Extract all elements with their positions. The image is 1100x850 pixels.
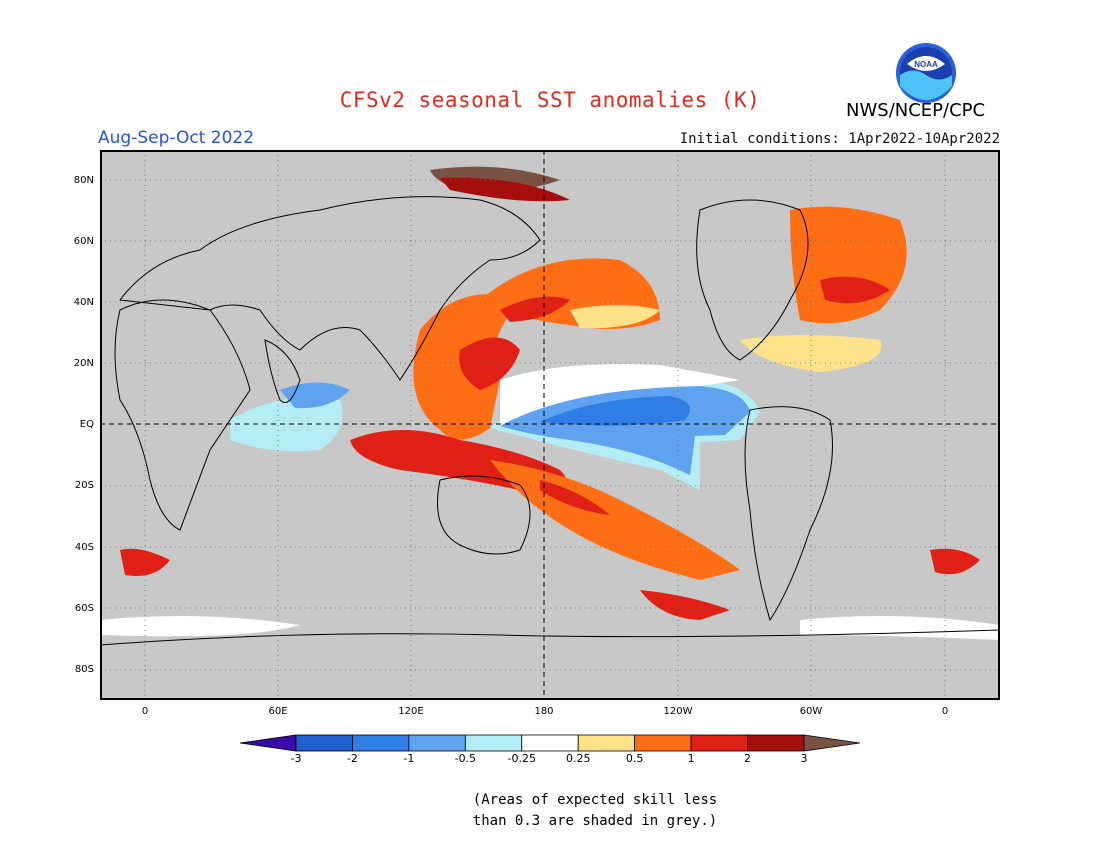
forecast-period: Aug-Sep-Oct 2022 xyxy=(98,128,255,148)
colorbar-segment xyxy=(747,734,805,752)
cold-anomaly-pacific-core xyxy=(540,396,690,426)
eurasia-outline xyxy=(119,196,541,381)
colorbar-tick-label: -3 xyxy=(290,752,302,765)
sst-anomaly-map xyxy=(100,150,1000,700)
skill-note: (Areas of expected skill less than 0.3 a… xyxy=(0,790,1100,832)
colorbar-segment xyxy=(408,734,466,752)
lat-label: EQ xyxy=(79,419,94,430)
skill-note-line: than 0.3 are shaded in grey.) xyxy=(472,813,718,829)
map-frame xyxy=(100,150,1000,700)
organization-label: NWS/NCEP/CPC xyxy=(846,100,986,121)
colorbar-tick-label: -0.25 xyxy=(507,752,536,765)
africa-outline xyxy=(114,299,251,531)
skill-note-line: (Areas of expected skill less xyxy=(472,792,718,808)
cold-anomaly-indian-outer xyxy=(230,397,343,452)
noaa-logo: NOAA xyxy=(896,43,956,103)
australia-outline xyxy=(437,475,531,555)
neutral-band-north xyxy=(500,364,740,426)
chart-title: CFSv2 seasonal SST anomalies (K) xyxy=(339,88,761,112)
lat-label: 60N xyxy=(73,236,94,247)
lon-label: 0 xyxy=(141,706,149,717)
colorbar-segment xyxy=(577,734,636,752)
india-outline xyxy=(264,339,301,403)
logo-text: NOAA xyxy=(914,60,938,69)
colorbar-tick-label: -0.5 xyxy=(454,752,477,765)
colorbar-tick-label: -2 xyxy=(346,752,358,765)
cold-anomaly-indian xyxy=(280,382,350,409)
colorbar-tick-label: 2 xyxy=(744,752,752,765)
lon-label: 60E xyxy=(268,706,288,717)
lon-label: 120E xyxy=(398,706,424,717)
lon-label: 180 xyxy=(534,706,554,717)
colorbar-segment xyxy=(803,734,860,752)
neutral-band-southern-ocean xyxy=(100,616,300,637)
lat-label: 80S xyxy=(74,664,94,675)
warm-anomaly-kuroshio xyxy=(500,296,570,322)
lon-label: 0 xyxy=(941,706,949,717)
colorbar-segment xyxy=(521,734,579,752)
colorbar-segment xyxy=(464,734,523,752)
colorbar-segment xyxy=(295,734,353,752)
colorbar-tick-label: 1 xyxy=(687,752,695,765)
initial-conditions: Initial conditions: 1Apr2022-10Apr2022 xyxy=(679,131,1000,147)
south-america-outline xyxy=(744,406,833,622)
colorbar-tick-label: -1 xyxy=(403,752,415,765)
colorbar xyxy=(240,734,860,752)
colorbar-segment xyxy=(240,734,297,752)
colorbar-tick-label: 3 xyxy=(800,752,808,765)
lon-label: 120W xyxy=(663,706,693,717)
colorbar-segment xyxy=(690,734,748,752)
lat-label: 20N xyxy=(73,358,94,369)
lat-label: 80N xyxy=(73,175,94,186)
lat-label: 40S xyxy=(74,542,94,553)
colorbar-segment xyxy=(634,734,692,752)
coastlines xyxy=(100,196,1000,646)
warm-anomaly-south-east-pacific xyxy=(640,590,730,620)
lat-label: 20S xyxy=(74,480,94,491)
antarctica-outline xyxy=(100,629,1000,646)
mild-warm-north-pacific xyxy=(570,305,660,329)
warm-anomaly-south-atlantic-west xyxy=(120,548,170,576)
lat-label: 40N xyxy=(73,297,94,308)
strong-warm-arctic xyxy=(440,177,570,202)
warm-anomaly-south-atlantic-east xyxy=(930,548,980,575)
colorbar-tick-label: 0.5 xyxy=(625,752,644,765)
colorbar-tick-label: 0.25 xyxy=(565,752,591,765)
north-america-outline xyxy=(696,199,809,361)
warm-anomaly-south-pacific-core xyxy=(540,480,610,515)
colorbar-segment xyxy=(352,734,410,752)
lon-label: 60W xyxy=(799,706,823,717)
graticule xyxy=(100,150,1000,700)
warm-anomaly-philippine-sea xyxy=(459,337,520,390)
warm-anomaly-gulf-stream xyxy=(820,276,890,304)
lat-label: 60S xyxy=(74,603,94,614)
